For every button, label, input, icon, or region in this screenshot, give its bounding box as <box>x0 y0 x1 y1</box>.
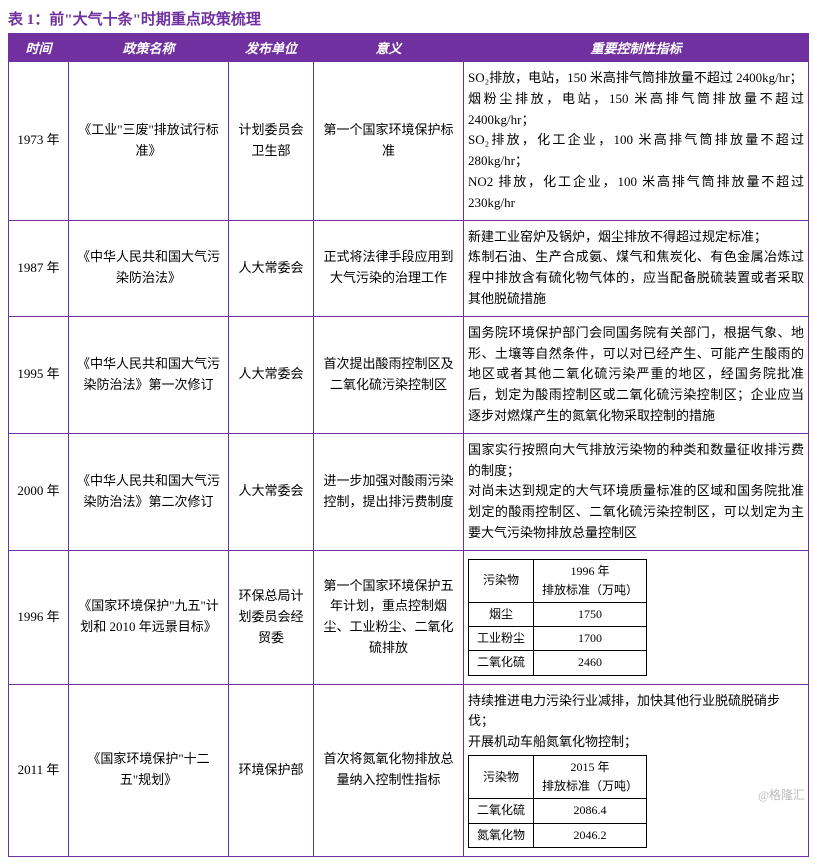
cell-indicator: 污染物1996 年排放标准（万吨）烟尘1750工业粉尘1700二氧化硫2460 <box>464 550 809 684</box>
cell-name: 《工业"三废"排放试行标准》 <box>69 62 229 221</box>
table-header-row: 时间 政策名称 发布单位 意义 重要控制性指标 <box>9 34 809 62</box>
cell-time: 1973 年 <box>9 62 69 221</box>
cell-time: 2000 年 <box>9 433 69 550</box>
cell-indicator: 新建工业窑炉及锅炉，烟尘排放不得超过规定标准；炼制石油、生产合成氨、煤气和焦炭化… <box>464 220 809 316</box>
col-name: 政策名称 <box>69 34 229 62</box>
cell-name: 《中华人民共和国大气污染防治法》 <box>69 220 229 316</box>
inner-td: 烟尘 <box>469 603 534 627</box>
col-ind: 重要控制性指标 <box>464 34 809 62</box>
inner-th: 2015 年排放标准（万吨） <box>534 756 647 799</box>
table-row: 1973 年《工业"三废"排放试行标准》计划委员会卫生部第一个国家环境保护标准S… <box>9 62 809 221</box>
inner-td: 1750 <box>534 603 647 627</box>
table-row: 1987 年《中华人民共和国大气污染防治法》人大常委会正式将法律手段应用到大气污… <box>9 220 809 316</box>
col-issuer: 发布单位 <box>229 34 314 62</box>
inner-td: 1700 <box>534 627 647 651</box>
cell-meaning: 第一个国家环境保护五年计划，重点控制烟尘、工业粉尘、二氧化硫排放 <box>314 550 464 684</box>
cell-issuer: 环境保护部 <box>229 684 314 856</box>
cell-name: 《中华人民共和国大气污染防治法》第二次修订 <box>69 433 229 550</box>
inner-table: 污染物1996 年排放标准（万吨）烟尘1750工业粉尘1700二氧化硫2460 <box>468 559 647 676</box>
cell-meaning: 第一个国家环境保护标准 <box>314 62 464 221</box>
table-row: 1995 年《中华人民共和国大气污染防治法》第一次修订人大常委会首次提出酸雨控制… <box>9 316 809 433</box>
inner-td: 二氧化硫 <box>469 799 534 823</box>
cell-name: 《中华人民共和国大气污染防治法》第一次修订 <box>69 316 229 433</box>
cell-issuer: 人大常委会 <box>229 220 314 316</box>
cell-issuer: 人大常委会 <box>229 433 314 550</box>
cell-issuer: 人大常委会 <box>229 316 314 433</box>
cell-indicator: 持续推进电力污染行业减排，加快其他行业脱硫脱硝步伐；开展机动车船氮氧化物控制；污… <box>464 684 809 856</box>
cell-time: 1996 年 <box>9 550 69 684</box>
cell-issuer: 环保总局计划委员会经贸委 <box>229 550 314 684</box>
inner-td: 2046.2 <box>534 823 647 847</box>
table-row: 1996 年《国家环境保护"九五"计划和 2010 年远景目标》环保总局计划委员… <box>9 550 809 684</box>
inner-th: 污染物 <box>469 559 534 602</box>
cell-time: 1995 年 <box>9 316 69 433</box>
inner-th: 污染物 <box>469 756 534 799</box>
inner-th: 1996 年排放标准（万吨） <box>534 559 647 602</box>
cell-name: 《国家环境保护"九五"计划和 2010 年远景目标》 <box>69 550 229 684</box>
cell-meaning: 首次将氮氧化物排放总量纳入控制性指标 <box>314 684 464 856</box>
inner-td: 2086.4 <box>534 799 647 823</box>
cell-issuer: 计划委员会卫生部 <box>229 62 314 221</box>
col-mean: 意义 <box>314 34 464 62</box>
watermark: @格隆汇 <box>758 786 805 803</box>
cell-indicator: SO₂排放，电站，150 米高排气筒排放量不超过 2400kg/hr；烟粉尘排放… <box>464 62 809 221</box>
inner-table: 污染物2015 年排放标准（万吨）二氧化硫2086.4氮氧化物2046.2 <box>468 755 647 848</box>
cell-time: 2011 年 <box>9 684 69 856</box>
policy-table: 时间 政策名称 发布单位 意义 重要控制性指标 1973 年《工业"三废"排放试… <box>8 33 809 857</box>
inner-td: 氮氧化物 <box>469 823 534 847</box>
cell-indicator: 国务院环境保护部门会同国务院有关部门，根据气象、地形、土壤等自然条件，可以对已经… <box>464 316 809 433</box>
cell-meaning: 首次提出酸雨控制区及二氧化硫污染控制区 <box>314 316 464 433</box>
table-row: 2011 年《国家环境保护"十二五"规划》环境保护部首次将氮氧化物排放总量纳入控… <box>9 684 809 856</box>
cell-name: 《国家环境保护"十二五"规划》 <box>69 684 229 856</box>
inner-td: 工业粉尘 <box>469 627 534 651</box>
cell-meaning: 正式将法律手段应用到大气污染的治理工作 <box>314 220 464 316</box>
cell-indicator: 国家实行按照向大气排放污染物的种类和数量征收排污费的制度；对尚未达到规定的大气环… <box>464 433 809 550</box>
inner-td: 二氧化硫 <box>469 651 534 675</box>
table-title: 表 1：前"大气十条"时期重点政策梳理 <box>8 8 809 29</box>
table-row: 2000 年《中华人民共和国大气污染防治法》第二次修订人大常委会进一步加强对酸雨… <box>9 433 809 550</box>
cell-time: 1987 年 <box>9 220 69 316</box>
inner-td: 2460 <box>534 651 647 675</box>
col-time: 时间 <box>9 34 69 62</box>
cell-meaning: 进一步加强对酸雨污染控制，提出排污费制度 <box>314 433 464 550</box>
